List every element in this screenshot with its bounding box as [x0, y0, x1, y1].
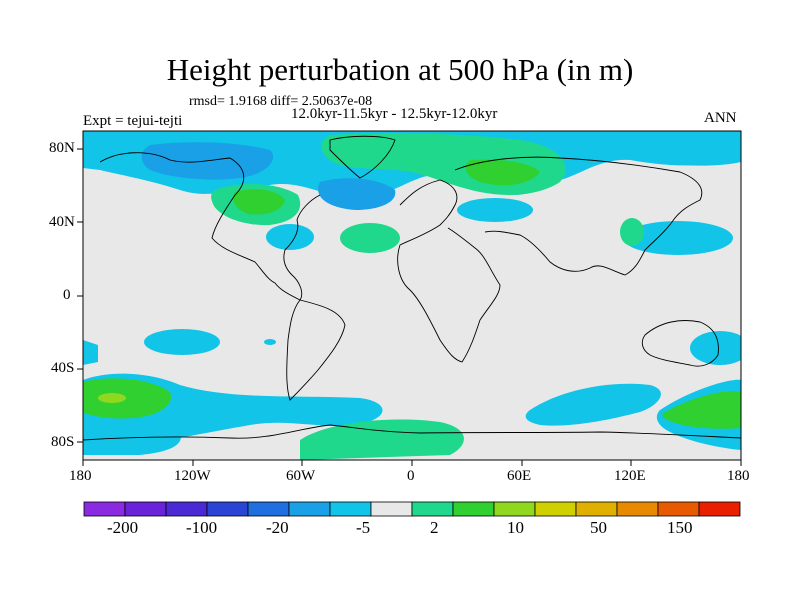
colorbar-label: 50 — [590, 518, 607, 537]
x-tick-label: 0 — [407, 468, 415, 484]
region-2-eastasia — [620, 218, 644, 246]
colorbar-label: 10 — [507, 518, 524, 537]
coast-south-america — [286, 299, 346, 401]
coast-australia — [641, 320, 719, 367]
coast-asia — [454, 156, 703, 276]
y-tick-label: 40S — [51, 360, 75, 376]
region-2-antarctic — [300, 419, 464, 460]
region-2-subtropical — [340, 223, 400, 253]
region-10-namerica — [233, 189, 285, 215]
season-label: ANN — [704, 110, 737, 126]
coast-antarctica — [83, 424, 741, 441]
colorbar — [83, 501, 741, 517]
coast-greenland — [329, 135, 396, 179]
stats-label: rmsd= 1.9168 diff= 2.50637e-08 — [189, 94, 373, 109]
region-neg5-far-south — [83, 430, 181, 455]
contour-fields — [83, 131, 741, 460]
region-neg5-edge — [83, 340, 98, 365]
x-tick-label: 180 — [727, 468, 750, 484]
y-tick-label: 80S — [51, 434, 75, 450]
colorbar-label: -100 — [186, 518, 218, 537]
axis-ticks — [77, 148, 742, 466]
region-neg5-asia — [457, 198, 533, 222]
colorbar-label: 150 — [667, 518, 693, 537]
x-tick-label: 120E — [614, 468, 646, 484]
region-neg5-small — [264, 339, 276, 345]
region-neg5-spacific — [144, 329, 220, 355]
region-neg5-pacific — [623, 221, 733, 255]
colorbar-label: -200 — [107, 518, 139, 537]
experiment-label: Expt = tejui-tejti — [83, 113, 183, 129]
region-neg5-indian — [525, 383, 661, 426]
region-neg5-npacific — [636, 141, 741, 166]
region-neg5-subtropical — [266, 224, 314, 250]
region-neg5-australia — [690, 331, 741, 365]
x-tick-label: 60W — [286, 468, 316, 484]
map-title: Height perturbation at 500 hPa (in m) — [166, 52, 634, 87]
colorbar-label: -5 — [356, 518, 371, 537]
period-label: 12.0kyr-11.5kyr - 12.5kyr-12.0kyr — [291, 106, 498, 122]
region-10-spacific — [83, 378, 171, 419]
colorbar-label: 2 — [430, 518, 439, 537]
region-50-spacific — [98, 393, 126, 403]
region-10-siberia — [465, 159, 540, 186]
region-10-seast — [662, 391, 741, 429]
colorbar-label: -20 — [266, 518, 289, 537]
coastlines — [83, 135, 741, 441]
x-tick-label: 60E — [507, 468, 532, 484]
region-neg20-atlantic — [318, 178, 396, 210]
coast-europe-africa — [397, 179, 501, 363]
y-tick-label: 80N — [49, 140, 75, 156]
y-tick-label: 0 — [63, 287, 71, 303]
x-tick-label: 180 — [69, 468, 92, 484]
coast-north-america — [99, 152, 321, 301]
x-tick-label: 120W — [174, 468, 211, 484]
y-tick-label: 40N — [49, 214, 75, 230]
